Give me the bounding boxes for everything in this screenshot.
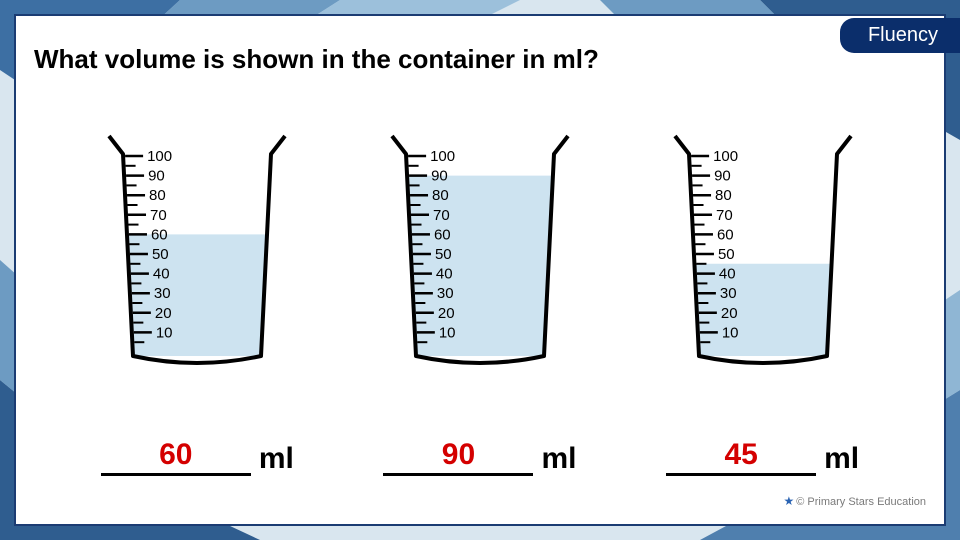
svg-text:10: 10 xyxy=(439,324,456,341)
svg-text:80: 80 xyxy=(432,187,449,204)
svg-text:20: 20 xyxy=(721,305,738,322)
beaker-1: 100 90 80 70 60 50 40 30 20 10 xyxy=(72,126,322,386)
answer-unit: ml xyxy=(259,442,294,475)
svg-text:10: 10 xyxy=(156,324,173,341)
answer-1: 60ml xyxy=(72,442,322,476)
svg-text:30: 30 xyxy=(154,285,171,302)
svg-text:60: 60 xyxy=(151,226,168,243)
svg-text:70: 70 xyxy=(150,207,167,224)
svg-text:90: 90 xyxy=(148,168,165,185)
beaker: 100 90 80 70 60 50 40 30 20 10 xyxy=(663,126,863,386)
answers-row: 60ml90ml45ml xyxy=(56,442,904,476)
answer-value: 90 xyxy=(383,438,533,472)
svg-text:30: 30 xyxy=(437,285,454,302)
svg-text:50: 50 xyxy=(152,246,169,263)
svg-text:80: 80 xyxy=(715,187,732,204)
content-card: What volume is shown in the container in… xyxy=(14,14,946,526)
fluency-badge: Fluency xyxy=(840,18,960,53)
beakers-row: 100 90 80 70 60 50 40 30 20 10 100 90 80 70 60 50 40 30 20… xyxy=(56,126,904,386)
svg-text:40: 40 xyxy=(153,266,170,283)
svg-text:60: 60 xyxy=(434,226,451,243)
svg-text:40: 40 xyxy=(436,266,453,283)
svg-text:50: 50 xyxy=(718,246,735,263)
answer-value: 60 xyxy=(101,438,251,472)
answer-blank: 90 xyxy=(383,442,533,476)
svg-text:100: 100 xyxy=(713,148,738,165)
svg-text:100: 100 xyxy=(430,148,455,165)
beaker: 100 90 80 70 60 50 40 30 20 10 xyxy=(97,126,297,386)
svg-text:90: 90 xyxy=(431,168,448,185)
answer-unit: ml xyxy=(824,442,859,475)
answer-unit: ml xyxy=(541,442,576,475)
beaker-3: 100 90 80 70 60 50 40 30 20 10 xyxy=(638,126,888,386)
answer-blank: 45 xyxy=(666,442,816,476)
svg-text:60: 60 xyxy=(717,226,734,243)
star-icon: ★ xyxy=(783,494,794,508)
beaker: 100 90 80 70 60 50 40 30 20 10 xyxy=(380,126,580,386)
answer-3: 45ml xyxy=(638,442,888,476)
copyright: ★© Primary Stars Education xyxy=(783,494,926,508)
svg-text:100: 100 xyxy=(147,148,172,165)
svg-text:50: 50 xyxy=(435,246,452,263)
answer-2: 90ml xyxy=(355,442,605,476)
svg-text:90: 90 xyxy=(714,168,731,185)
answer-blank: 60 xyxy=(101,442,251,476)
beaker-2: 100 90 80 70 60 50 40 30 20 10 xyxy=(355,126,605,386)
svg-text:20: 20 xyxy=(155,305,172,322)
question-text: What volume is shown in the container in… xyxy=(34,44,599,75)
svg-text:30: 30 xyxy=(720,285,737,302)
svg-text:70: 70 xyxy=(716,207,733,224)
svg-text:20: 20 xyxy=(438,305,455,322)
answer-value: 45 xyxy=(666,438,816,472)
svg-text:10: 10 xyxy=(721,324,738,341)
svg-text:80: 80 xyxy=(149,187,166,204)
svg-text:70: 70 xyxy=(433,207,450,224)
svg-text:40: 40 xyxy=(719,266,736,283)
